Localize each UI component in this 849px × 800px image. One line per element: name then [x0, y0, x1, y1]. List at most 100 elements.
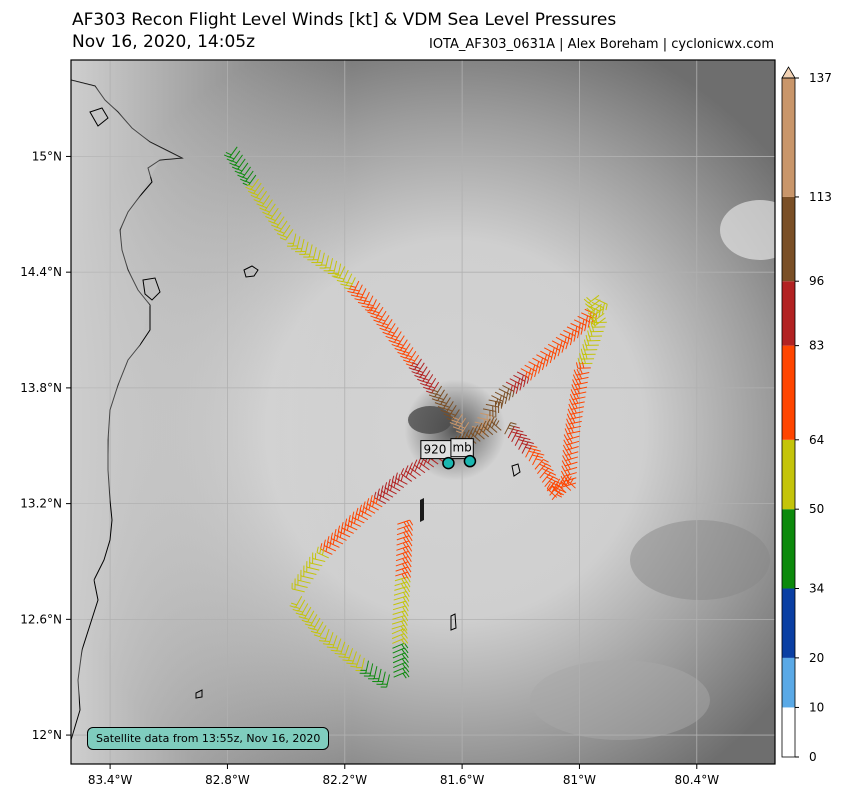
wind-barb-flag: [379, 494, 382, 501]
wind-barb: [381, 314, 390, 327]
wind-barb-flag: [357, 514, 360, 521]
wind-barb: [330, 538, 344, 545]
wind-barb-flag: [303, 617, 310, 620]
wind-barb: [366, 295, 374, 308]
wind-barb-flag: [401, 568, 406, 575]
wind-barb: [325, 255, 329, 269]
wind-barb: [301, 603, 309, 616]
wind-barb: [340, 641, 346, 655]
wind-barb: [488, 399, 502, 404]
wind-barb: [347, 648, 354, 661]
wind-barb-flag: [562, 341, 566, 348]
wind-barb: [303, 571, 317, 575]
wind-barb-flag: [557, 350, 561, 357]
wind-barb-flag: [548, 350, 551, 357]
wind-barb-flag: [363, 300, 371, 303]
wind-barb-flag: [401, 658, 407, 665]
wind-barb: [568, 425, 582, 430]
wind-barb-flag: [350, 521, 353, 528]
wind-barb-flag: [382, 322, 389, 326]
wind-barb-flag: [416, 461, 420, 468]
wind-barb: [397, 519, 410, 525]
wind-barb-flag: [400, 583, 405, 590]
wind-barb-flag: [423, 377, 430, 381]
wind-barb: [400, 473, 413, 482]
wind-barb-flag: [402, 601, 407, 608]
wind-barb-flag: [565, 449, 570, 455]
wind-barb-flag: [561, 460, 566, 467]
colorbar-band: [782, 196, 795, 282]
wind-barb: [391, 633, 405, 640]
wind-barb-flag: [564, 459, 569, 466]
wind-barb: [536, 354, 549, 362]
wind-barb-flag: [568, 448, 572, 454]
wind-barb: [282, 224, 291, 237]
wind-barb-flag: [408, 545, 413, 552]
wind-barb-flag: [543, 458, 549, 463]
wind-barb: [250, 178, 259, 190]
wind-barb-flag: [402, 537, 407, 544]
wind-barb-flag: [581, 362, 585, 369]
wind-barb-flag: [405, 546, 410, 553]
wind-barb: [391, 481, 405, 488]
wind-barb-flag: [402, 606, 406, 613]
wind-barb: [245, 170, 254, 182]
wind-barb: [402, 343, 411, 355]
wind-barb-flag: [402, 553, 407, 559]
wind-barb-flag: [370, 306, 377, 310]
wind-barb-flag: [336, 535, 339, 542]
wind-barb: [524, 364, 537, 372]
wind-barb-flag: [375, 497, 379, 504]
wind-barb: [253, 182, 262, 194]
colorbar-tick-label: 0: [809, 750, 817, 764]
wind-barb-flag: [429, 385, 436, 389]
wind-barb: [393, 595, 407, 601]
wind-barb: [352, 280, 360, 293]
wind-barb-flag: [437, 397, 444, 401]
pressure-label-box: [450, 438, 474, 458]
colorbar-band: [782, 588, 795, 658]
wind-barb-flag: [347, 659, 354, 662]
wind-barb: [320, 252, 325, 266]
wind-barb-flag: [338, 277, 345, 280]
wind-barb: [491, 395, 504, 402]
wind-barb: [395, 561, 409, 567]
wind-barb-flag: [386, 488, 389, 495]
wind-barb: [571, 406, 585, 410]
wind-barb: [594, 317, 606, 327]
wind-barb: [418, 461, 430, 471]
wind-barb: [555, 336, 568, 344]
wind-barb-flag: [325, 545, 328, 552]
wind-barb-flag: [443, 404, 450, 408]
wind-barb: [549, 485, 559, 496]
wind-barb: [396, 540, 410, 546]
wind-barb: [470, 432, 481, 442]
wind-barb-flag: [585, 353, 588, 360]
wind-barb: [394, 586, 407, 591]
wind-barb-flag: [567, 333, 571, 340]
wind-barb-flag: [567, 463, 571, 470]
wind-barb: [285, 229, 294, 241]
wind-barb-flag: [353, 289, 360, 292]
wind-barb: [348, 520, 361, 527]
wind-barb-flag: [564, 464, 568, 471]
wind-barb: [513, 374, 526, 382]
pressure-label-text: mb: [452, 441, 471, 455]
wind-barb: [569, 416, 583, 420]
wind-barb-flag: [590, 310, 596, 316]
wind-barb: [255, 186, 265, 198]
wind-barb-flag: [413, 459, 418, 466]
wind-barb: [573, 391, 587, 396]
wind-barb-flag: [329, 542, 332, 549]
wind-barb: [566, 435, 580, 441]
wind-barb-flag: [562, 449, 567, 456]
wind-barb-flag: [408, 530, 413, 536]
wind-barb: [509, 378, 522, 385]
wind-barb-flag: [403, 592, 407, 598]
wind-barb: [342, 269, 349, 283]
wind-barb-flag: [553, 353, 557, 360]
chart-subtitle: Nov 16, 2020, 14:05z: [72, 32, 256, 52]
wind-barb-flag: [539, 463, 545, 468]
wind-barb-flag: [567, 453, 572, 460]
wind-barb: [422, 370, 431, 382]
